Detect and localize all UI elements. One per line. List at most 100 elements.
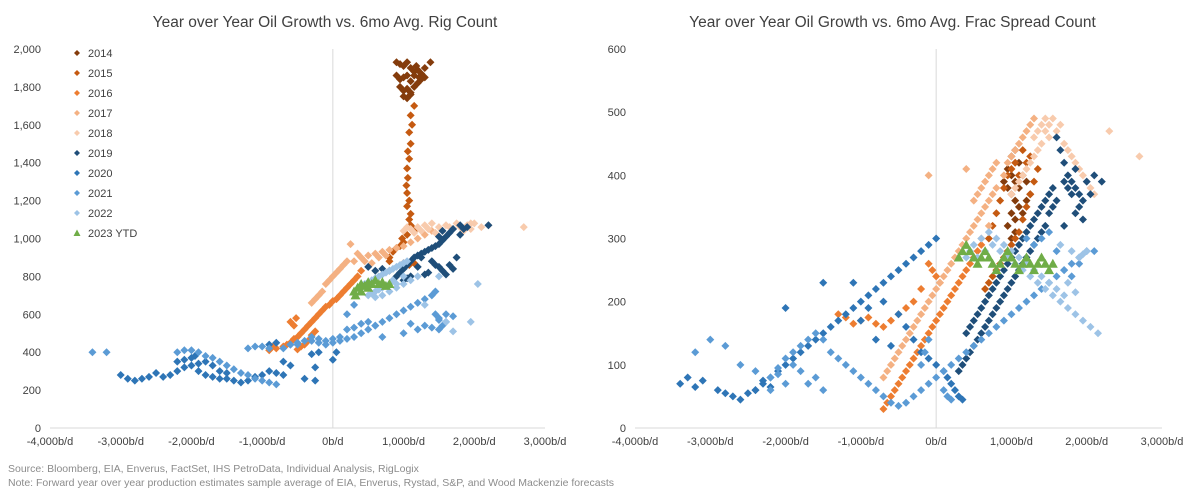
frac-point-2015 — [1014, 228, 1023, 237]
frac-point-2017 — [977, 209, 986, 218]
frac-point-2021 — [819, 386, 828, 395]
frac-point-2017 — [1011, 146, 1020, 155]
frac-point-2021 — [811, 329, 820, 338]
rig-point-2021 — [187, 346, 196, 355]
rig-point-2014 — [406, 77, 415, 86]
frac-point-2023-ytd — [1047, 258, 1058, 268]
frac-point-2019 — [1048, 183, 1057, 192]
x-tick-label: 3,000b/d — [524, 436, 567, 448]
frac-point-2022 — [988, 240, 997, 249]
frac-point-2016 — [966, 259, 975, 268]
rig-point-2021 — [364, 317, 373, 326]
frac-point-2023-ytd — [1032, 258, 1043, 268]
frac-point-2023-ytd — [983, 252, 994, 262]
rig-point-2020 — [187, 361, 196, 370]
rig-point-2020 — [201, 370, 210, 379]
frac-point-2022 — [1086, 322, 1095, 331]
rig-point-2020 — [307, 350, 316, 359]
frac-point-2017 — [909, 322, 918, 331]
rig-point-2021 — [427, 323, 436, 332]
frac-point-2023-ytd — [987, 258, 998, 268]
frac-point-2023-ytd — [976, 252, 987, 262]
frac-point-2015 — [1011, 234, 1020, 243]
frac-point-2016 — [954, 278, 963, 287]
rig-point-2021 — [431, 287, 440, 296]
rig-point-2021 — [350, 300, 359, 309]
frac-point-2020 — [886, 341, 895, 350]
rig-point-2021 — [215, 357, 224, 366]
frac-point-2018 — [1007, 190, 1016, 199]
frac-point-2018 — [1060, 139, 1069, 148]
frac-point-2020 — [894, 310, 903, 319]
frac-point-2017 — [1030, 114, 1039, 123]
rig-point-2019 — [463, 223, 472, 232]
frac-point-2020 — [743, 389, 752, 398]
frac-point-2020 — [796, 348, 805, 357]
frac-point-2018 — [1037, 139, 1046, 148]
frac-point-2021 — [819, 335, 828, 344]
frac-point-2018 — [1135, 152, 1144, 161]
frac-point-2015 — [984, 234, 993, 243]
rig-point-2015 — [406, 209, 415, 218]
legend-marker — [73, 229, 81, 236]
frac-point-2019 — [1060, 221, 1069, 230]
frac-point-2014 — [1014, 202, 1023, 211]
frac-point-2021 — [1037, 234, 1046, 243]
frac-point-2016 — [886, 316, 895, 325]
rig-point-2020 — [194, 367, 203, 376]
x-tick-label: -4,000b/d — [612, 436, 658, 448]
frac-point-2023-ytd — [1006, 252, 1017, 262]
frac-point-2018 — [1033, 127, 1042, 136]
rig-point-2021 — [343, 310, 351, 319]
frac-point-2019 — [1097, 177, 1106, 186]
frac-point-2021 — [1060, 266, 1069, 275]
frac-point-2022 — [1071, 288, 1080, 297]
frac-point-2020 — [826, 322, 835, 331]
rig-point-2022 — [403, 257, 412, 266]
frac-point-2020 — [683, 373, 692, 382]
frac-point-2017 — [1014, 139, 1023, 148]
frac-point-2015 — [999, 183, 1008, 192]
rig-point-2016 — [292, 314, 301, 323]
rig-point-2015 — [385, 257, 394, 266]
frac-point-2019 — [1056, 146, 1065, 155]
frac-point-2019 — [1060, 158, 1069, 167]
rig-point-2021 — [378, 333, 387, 342]
rig-point-2014 — [403, 58, 412, 67]
rig-point-2021 — [350, 333, 359, 342]
rig-point-2021 — [357, 329, 366, 338]
frac-point-2019 — [1011, 272, 1020, 281]
rig-point-2018 — [427, 219, 436, 228]
frac-point-2020 — [909, 253, 918, 262]
frac-point-2018 — [1071, 158, 1080, 167]
frac-point-2020 — [856, 316, 865, 325]
frac-point-2019 — [1052, 133, 1061, 142]
frac-point-2018 — [1033, 146, 1042, 155]
frac-point-2016 — [890, 386, 899, 395]
rig-point-2019 — [449, 264, 458, 273]
frac-point-2020 — [879, 297, 888, 306]
frac-point-2018 — [1014, 177, 1023, 186]
rig-point-2020 — [311, 363, 320, 372]
rig-point-2021 — [300, 336, 309, 345]
rig-point-2020 — [173, 367, 182, 376]
rig-point-2017 — [350, 257, 359, 266]
frac-point-2016 — [973, 247, 982, 256]
frac-point-2021 — [871, 386, 880, 395]
frac-point-2019 — [1007, 278, 1016, 287]
rig-point-2018 — [399, 226, 408, 235]
frac-point-2020 — [864, 303, 873, 312]
frac-point-2019 — [1078, 215, 1087, 224]
frac-point-2017 — [1007, 152, 1016, 161]
frac-point-2015 — [1030, 177, 1039, 186]
rig-point-2021 — [399, 329, 408, 338]
legend-label: 2023 YTD — [88, 228, 137, 240]
legend-marker — [74, 110, 80, 116]
frac-point-2017 — [917, 310, 926, 319]
frac-point-2023-ytd — [1036, 252, 1047, 262]
frac-point-2019 — [954, 367, 963, 376]
frac-point-2018 — [1105, 127, 1114, 136]
frac-point-2014 — [999, 177, 1008, 186]
frac-point-2019 — [1071, 183, 1080, 192]
legend-marker — [74, 190, 80, 196]
